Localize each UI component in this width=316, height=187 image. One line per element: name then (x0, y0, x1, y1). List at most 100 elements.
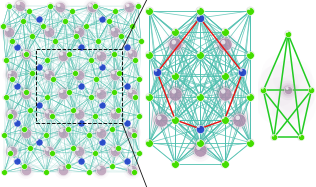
Point (21, 50, 27, 53)
Point (298, 134, 303, 137)
Point (65, 128, 70, 131)
Point (96, 90, 101, 93)
Point (98, 131, 103, 134)
Point (98, 101, 103, 104)
Point (221, 90, 226, 93)
Point (85, 168, 90, 171)
Point (28, 109, 33, 112)
Point (9, 73, 14, 76)
Point (118, 34, 123, 37)
Point (147, 53, 152, 56)
Point (147, 9, 152, 12)
Point (71, 109, 76, 112)
Point (248, 141, 253, 144)
Point (222, 43, 227, 46)
Point (277, 100, 282, 103)
Point (61, 131, 66, 134)
Point (196, 51, 201, 54)
Point (23, 53, 28, 56)
Point (8, 152, 13, 155)
Point (2, 56, 7, 59)
Point (115, 109, 120, 112)
Point (23, 131, 28, 134)
Point (147, 141, 152, 144)
Point (131, 171, 136, 174)
Point (94, 77, 99, 80)
Point (173, 118, 178, 121)
Point (15, 122, 20, 125)
Point (70, 10, 75, 13)
Point (173, 92, 178, 95)
Point (105, 17, 110, 20)
Point (117, 71, 122, 74)
Point (2, 133, 7, 136)
Point (3, 96, 8, 99)
Point (18, 4, 23, 7)
Point (88, 96, 93, 99)
Point (3, 58, 8, 61)
Point (222, 162, 227, 165)
Point (61, 92, 66, 95)
Point (76, 113, 82, 116)
Point (76, 30, 82, 33)
Point (197, 148, 202, 151)
Point (63, 125, 68, 128)
Point (4, 28, 9, 31)
Point (158, 118, 163, 121)
Point (74, 34, 79, 37)
Point (108, 163, 113, 166)
Point (96, 52, 101, 55)
Point (20, 125, 25, 128)
Point (130, 169, 135, 172)
Point (72, 71, 77, 74)
Point (0, 131, 5, 134)
Point (89, 6, 94, 9)
Point (246, 51, 252, 54)
Point (9, 113, 14, 116)
Point (7, 71, 12, 74)
Point (112, 73, 118, 76)
Point (16, 2, 21, 5)
Point (61, 169, 66, 172)
Point (98, 64, 103, 67)
Point (240, 71, 245, 74)
Point (248, 53, 253, 56)
Point (29, 71, 34, 74)
Point (72, 32, 77, 35)
Point (22, 165, 27, 168)
Point (130, 92, 135, 95)
Point (23, 92, 28, 95)
Point (6, 112, 11, 115)
Point (130, 168, 135, 171)
Point (147, 141, 152, 144)
Point (222, 43, 227, 46)
Point (98, 92, 103, 95)
Point (34, 64, 40, 67)
Point (173, 43, 178, 46)
Point (98, 55, 103, 58)
Point (110, 128, 115, 131)
Point (21, 50, 27, 53)
Point (112, 150, 118, 153)
Point (111, 7, 116, 10)
Point (66, 90, 71, 93)
Point (34, 15, 40, 18)
Point (69, 144, 74, 147)
Point (9, 113, 14, 116)
Point (15, 159, 20, 162)
Point (284, 89, 289, 92)
Point (147, 53, 152, 56)
Point (36, 141, 41, 144)
Point (92, 114, 97, 117)
Point (52, 40, 57, 43)
Point (115, 109, 120, 112)
Point (66, 90, 71, 93)
Point (76, 113, 82, 116)
Point (127, 6, 132, 9)
Point (92, 4, 97, 7)
Point (122, 43, 127, 46)
Point (130, 92, 135, 95)
Point (23, 53, 28, 56)
Point (145, 7, 150, 10)
Point (89, 6, 94, 9)
